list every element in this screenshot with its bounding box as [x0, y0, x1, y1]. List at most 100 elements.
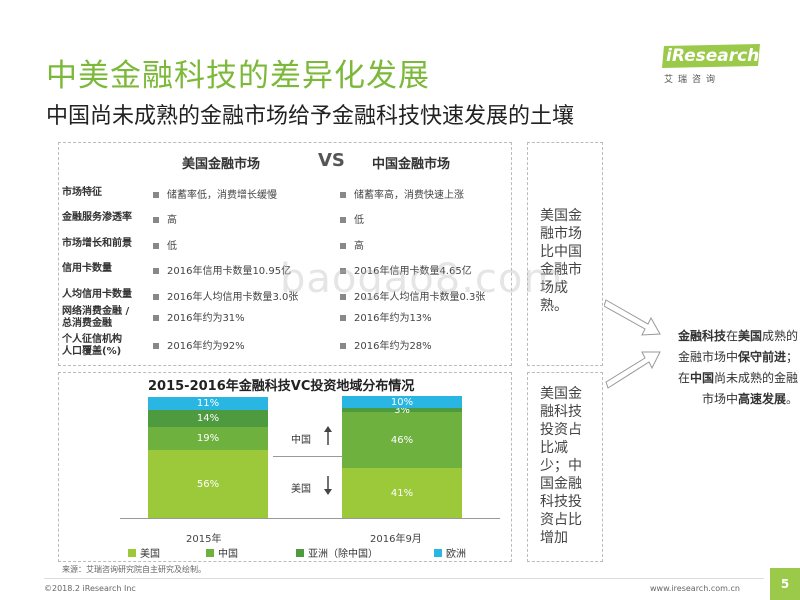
row-us-value: 2016年约为31%	[153, 309, 245, 324]
row-us-value: 储蓄率低，消费增长缓慢	[153, 186, 277, 201]
row-value-text: 2016年人均信用卡数量0.3张	[354, 292, 486, 303]
row-us-value: 2016年约为92%	[153, 337, 245, 352]
row-cn-value: 2016年约为13%	[340, 309, 432, 324]
legend-swatch-icon	[434, 548, 442, 557]
row-value-text: 2016年信用卡数量4.65亿	[354, 266, 472, 277]
row-cn-value: 低	[340, 211, 364, 226]
legend-item-europe: 欧洲	[434, 545, 466, 560]
cn-market-header: 中国金融市场	[372, 157, 451, 172]
chart-panel	[58, 372, 512, 562]
row-value-text: 2016年人均信用卡数量3.0张	[167, 292, 299, 303]
bullet-square-icon	[153, 243, 159, 249]
row-us-value: 低	[153, 237, 177, 252]
row-label-line: 总消费金融	[62, 318, 112, 329]
comparison-panel	[58, 142, 512, 366]
conclusion-line-2: 金融市场中保守前进；	[677, 350, 798, 364]
conclusion-line-1: 金融科技在美国成熟的	[677, 329, 798, 343]
page-number: 5	[770, 568, 800, 600]
bullet-square-icon	[153, 343, 159, 349]
row-value-text: 2016年信用卡数量10.95亿	[167, 266, 292, 277]
row-value-text: 高	[354, 241, 364, 252]
chart-side-text: 美国金融科技投资占比减少；中国金融科技投资占比增加	[540, 386, 582, 546]
bullet-square-icon	[153, 268, 159, 274]
comparison-side-text: 美国金融市场比中国金融市场成熟。	[540, 208, 582, 314]
row-value-text: 储蓄率低，消费增长缓慢	[167, 190, 277, 201]
row-label: 市场特征	[62, 187, 102, 199]
row-label-line: 个人征信机构	[62, 334, 122, 345]
row-cn-value: 2016年约为28%	[340, 337, 432, 352]
bullet-square-icon	[153, 315, 159, 321]
page-title: 中美金融科技的差异化发展	[46, 58, 430, 94]
legend-swatch-icon	[128, 548, 136, 557]
bullet-square-icon	[153, 192, 159, 198]
legend-item-cn: 中国	[206, 545, 238, 560]
annotation-divider	[273, 456, 343, 457]
source-note: 来源：艾瑞咨询研究院自主研究及绘制。	[62, 565, 206, 574]
vs-label: VS	[318, 150, 345, 171]
row-value-text: 2016年约为13%	[354, 313, 432, 324]
row-label-line: 人口覆盖(%)	[62, 346, 122, 357]
legend-item-asia: 亚洲（除中国）	[296, 545, 378, 560]
bullet-square-icon	[340, 343, 346, 349]
conclusion-line-3: 在中国尚未成熟的金融	[677, 371, 798, 385]
arrow-up-icon	[324, 426, 332, 445]
watermark: baogao8.com	[280, 256, 564, 302]
chart-title: 2015-2016年金融科技VC投资地域分布情况	[148, 379, 415, 394]
row-us-value: 高	[153, 211, 177, 226]
comparison-side-panel	[527, 142, 603, 366]
row-value-text: 低	[167, 241, 177, 252]
row-us-value: 2016年信用卡数量10.95亿	[153, 262, 291, 277]
row-label-line: 人均信用卡数量	[62, 289, 132, 300]
row-cn-value: 储蓄率高，消费快速上涨	[340, 186, 464, 201]
chart-side-panel	[527, 372, 603, 562]
logo-subtitle: 艾瑞咨询	[664, 75, 721, 85]
row-label-line: 市场增长和前景	[62, 238, 132, 249]
row-label: 信用卡数量	[62, 263, 112, 275]
bullet-square-icon	[153, 217, 159, 223]
row-label: 网络消费金融 / 总消费金融	[62, 306, 129, 330]
conclusion-arrows-icon	[604, 299, 661, 389]
legend-item-us: 美国	[128, 545, 160, 560]
row-value-text: 储蓄率高，消费快速上涨	[354, 190, 464, 201]
footer-divider	[44, 578, 764, 579]
bullet-square-icon	[340, 294, 346, 300]
arrow-down-icon	[324, 476, 332, 495]
us-market-header: 美国金融市场	[182, 157, 261, 172]
row-label-line: 金融服务渗透率	[62, 212, 132, 223]
legend-swatch-icon	[296, 548, 304, 557]
footer-url[interactable]: www.iresearch.com.cn	[650, 584, 740, 593]
logo-word: iResearch	[666, 46, 760, 66]
copyright: ©2018.2 iResearch Inc	[44, 584, 136, 593]
page-subtitle: 中国尚未成熟的金融市场给予金融科技快速发展的土壤	[46, 104, 575, 129]
conclusion-line-4: 市场中高速发展。	[701, 392, 798, 406]
legend-swatch-icon	[206, 548, 214, 557]
row-label-line: 信用卡数量	[62, 263, 112, 274]
row-value-text: 2016年约为28%	[354, 341, 432, 352]
bullet-square-icon	[340, 217, 346, 223]
iresearch-logo: iResearch 艾瑞咨询	[662, 44, 762, 85]
row-us-value: 2016年人均信用卡数量3.0张	[153, 288, 298, 303]
row-label-line: 网络消费金融 /	[62, 306, 130, 317]
bullet-square-icon	[340, 192, 346, 198]
row-label: 人均信用卡数量	[62, 289, 132, 301]
row-label-line: 市场特征	[62, 187, 102, 198]
annotation-us: 美国	[291, 484, 311, 495]
row-value-text: 低	[354, 215, 364, 226]
row-label: 金融服务渗透率	[62, 212, 132, 224]
bullet-square-icon	[340, 268, 346, 274]
row-cn-value: 高	[340, 237, 364, 252]
row-label: 个人征信机构 人口覆盖(%)	[62, 334, 122, 358]
chart-legend: 美国 中国 亚洲（除中国） 欧洲	[128, 545, 466, 560]
bullet-square-icon	[340, 243, 346, 249]
chart-annotations: 中国 美国	[273, 423, 343, 523]
row-label: 市场增长和前景	[62, 238, 132, 250]
annotation-china: 中国	[291, 435, 311, 446]
row-cn-value: 2016年人均信用卡数量0.3张	[340, 288, 485, 303]
bullet-square-icon	[153, 294, 159, 300]
row-cn-value: 2016年信用卡数量4.65亿	[340, 262, 472, 277]
bullet-square-icon	[340, 315, 346, 321]
conclusion-text: 金融科技在美国成熟的 金融市场中保守前进； 在中国尚未成熟的金融 市场中高速发展…	[640, 326, 798, 410]
logo-bar-icon	[662, 44, 760, 68]
row-value-text: 2016年约为92%	[167, 341, 245, 352]
row-value-text: 2016年约为31%	[167, 313, 245, 324]
